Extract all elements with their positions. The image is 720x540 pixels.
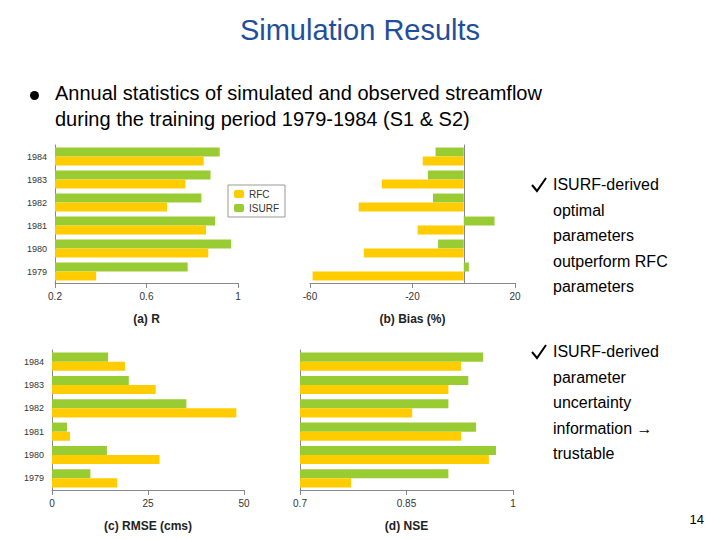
html-text:uncertainty: uncertainty — [553, 394, 632, 411]
svg-text:1984: 1984 — [24, 357, 44, 367]
svg-text:1980: 1980 — [24, 450, 44, 460]
svg-text:0.7: 0.7 — [293, 498, 307, 509]
svg-text:1: 1 — [235, 291, 241, 302]
svg-text:1: 1 — [510, 498, 516, 509]
svg-text:(c) RMSE (cms): (c) RMSE (cms) — [104, 519, 192, 533]
html-text:ISURF-derived: ISURF-derived — [553, 343, 659, 360]
svg-text:0.2: 0.2 — [48, 291, 62, 302]
svg-text:-60: -60 — [303, 291, 318, 302]
svg-text:1981: 1981 — [27, 221, 47, 231]
svg-text:1981: 1981 — [24, 427, 44, 437]
svg-text:0.6: 0.6 — [140, 291, 154, 302]
html-text:14: 14 — [689, 512, 704, 527]
svg-text:RFC: RFC — [249, 189, 270, 200]
html-text:Annual statistics of simulated: Annual statistics of simulated and obser… — [55, 82, 542, 104]
html-text:information →: information → — [553, 419, 653, 437]
html-text:during the training period 197: during the training period 1979-1984 (S1… — [55, 108, 470, 130]
svg-text:0: 0 — [49, 498, 55, 509]
html-text:ISURF-derived: ISURF-derived — [553, 176, 659, 193]
svg-text:1979: 1979 — [27, 267, 47, 277]
svg-text:25: 25 — [142, 498, 154, 509]
html-text:trustable: trustable — [553, 445, 615, 462]
svg-text:1982: 1982 — [27, 198, 47, 208]
svg-text:1979: 1979 — [24, 473, 44, 483]
svg-text:1982: 1982 — [24, 403, 44, 413]
html-text:outperform RFC: outperform RFC — [553, 252, 668, 270]
svg-text:1983: 1983 — [27, 175, 47, 185]
svg-text:1984: 1984 — [27, 152, 47, 162]
html-text:parameter: parameter — [553, 368, 626, 386]
html-text:Simulation Results: Simulation Results — [239, 14, 481, 46]
svg-text:(a) R: (a) R — [133, 312, 160, 326]
svg-text:20: 20 — [509, 291, 521, 302]
svg-text:0.85: 0.85 — [397, 498, 417, 509]
svg-text:(b) Bias (%): (b) Bias (%) — [380, 312, 446, 326]
html-text:parameters: parameters — [553, 227, 634, 244]
svg-text:1983: 1983 — [24, 380, 44, 390]
svg-text:50: 50 — [238, 498, 250, 509]
html-text:optimal: optimal — [553, 201, 605, 219]
svg-text:1980: 1980 — [27, 244, 47, 254]
svg-text:(d) NSE: (d) NSE — [385, 519, 428, 533]
html-text:parameters: parameters — [553, 278, 634, 295]
svg-text:ISURF: ISURF — [249, 203, 279, 214]
svg-text:-20: -20 — [405, 291, 420, 302]
